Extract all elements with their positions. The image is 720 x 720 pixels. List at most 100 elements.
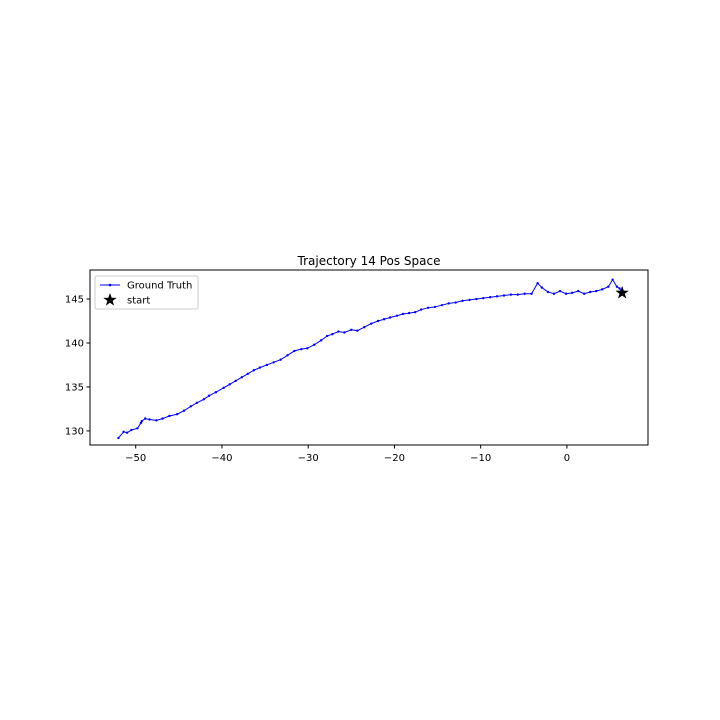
ground-truth-point bbox=[461, 299, 464, 302]
ground-truth-point bbox=[426, 306, 430, 310]
ground-truth-point bbox=[601, 288, 604, 291]
x-axis: −50 −40 −30 −20 −10 0 bbox=[125, 445, 570, 464]
ground-truth-point bbox=[122, 430, 125, 434]
ground-truth-point bbox=[607, 285, 610, 288]
y-tick-label: 140 bbox=[65, 338, 84, 349]
ground-truth-point bbox=[228, 383, 231, 386]
ground-truth-point bbox=[286, 354, 289, 357]
ground-truth-point bbox=[331, 333, 334, 336]
ground-truth-point bbox=[214, 391, 218, 394]
ground-truth-point bbox=[530, 292, 533, 295]
ground-truth-point bbox=[350, 328, 353, 331]
plot-area bbox=[117, 278, 629, 440]
y-tick-label: 130 bbox=[65, 426, 84, 437]
ground-truth-point bbox=[189, 405, 193, 408]
ground-truth-point bbox=[433, 305, 437, 309]
ground-truth-point bbox=[488, 296, 492, 299]
ground-truth-point bbox=[582, 292, 586, 295]
ground-truth-point bbox=[265, 363, 268, 367]
ground-truth-point bbox=[401, 312, 405, 316]
legend-start-marker bbox=[103, 293, 117, 306]
ground-truth-point bbox=[182, 409, 186, 412]
ground-truth-point bbox=[589, 290, 592, 294]
legend-ground-truth-label: Ground Truth bbox=[127, 281, 192, 292]
ground-truth-point bbox=[337, 330, 340, 333]
legend: Ground Truth start bbox=[94, 275, 199, 310]
ground-truth-point bbox=[325, 334, 329, 338]
ground-truth-point bbox=[395, 314, 399, 317]
x-tick-label: −40 bbox=[211, 453, 232, 464]
ground-truth-point bbox=[413, 311, 417, 314]
ground-truth-point bbox=[313, 343, 316, 346]
ground-truth-point bbox=[540, 286, 544, 289]
ground-truth-point bbox=[148, 418, 151, 421]
ground-truth-point bbox=[482, 296, 485, 300]
legend-start-label: start bbox=[127, 296, 150, 307]
ground-truth-point bbox=[258, 366, 262, 369]
ground-truth-point bbox=[319, 339, 323, 342]
ground-truth-point bbox=[234, 379, 237, 382]
ground-truth-point bbox=[155, 419, 158, 422]
y-tick-label: 145 bbox=[65, 295, 84, 306]
ground-truth-point bbox=[222, 386, 225, 390]
ground-truth-point bbox=[611, 278, 614, 281]
axes-frame bbox=[89, 269, 649, 446]
ground-truth-point bbox=[246, 372, 250, 375]
ground-truth-point bbox=[240, 376, 243, 379]
ground-truth-point bbox=[300, 347, 303, 351]
ground-truth-point bbox=[388, 316, 392, 319]
ground-truth-point bbox=[576, 289, 580, 293]
ground-truth-point bbox=[536, 281, 539, 285]
ground-truth-point bbox=[382, 318, 386, 321]
ground-truth-point bbox=[117, 436, 120, 440]
ground-truth-point bbox=[502, 294, 506, 297]
ground-truth-point bbox=[558, 289, 562, 293]
ground-truth-point bbox=[454, 301, 457, 304]
ground-truth-point bbox=[168, 414, 171, 418]
ground-truth-point bbox=[523, 292, 526, 295]
x-tick-label: −50 bbox=[125, 453, 146, 464]
ground-truth-point bbox=[447, 302, 450, 305]
ground-truth-point bbox=[570, 291, 574, 295]
ground-truth-point bbox=[595, 289, 598, 293]
ground-truth-point bbox=[552, 292, 556, 295]
ground-truth-point bbox=[144, 417, 147, 420]
legend-ground-truth-marker bbox=[108, 283, 112, 287]
x-tick-label: −30 bbox=[298, 453, 319, 464]
ground-truth-point bbox=[136, 427, 139, 430]
ground-truth-point bbox=[615, 285, 619, 288]
x-tick-label: −10 bbox=[470, 453, 491, 464]
y-tick-label: 135 bbox=[65, 382, 84, 393]
chart-title: Trajectory 14 Pos Space bbox=[297, 254, 441, 268]
ground-truth-point bbox=[564, 292, 568, 295]
ground-truth-point bbox=[468, 298, 471, 302]
ground-truth-point bbox=[546, 290, 550, 294]
ground-truth-point bbox=[252, 369, 256, 372]
ground-truth-point bbox=[207, 394, 211, 397]
start-marker bbox=[615, 285, 629, 299]
ground-truth-point bbox=[125, 431, 129, 434]
x-tick-label: 0 bbox=[564, 453, 570, 464]
ground-truth-point bbox=[369, 322, 373, 325]
ground-truth-point bbox=[161, 417, 164, 420]
ground-truth-point bbox=[376, 319, 380, 323]
ground-truth-point bbox=[407, 311, 411, 315]
ground-truth-point bbox=[618, 287, 621, 290]
legend-box bbox=[94, 275, 199, 310]
ground-truth-point bbox=[306, 347, 309, 350]
ground-truth-point bbox=[140, 420, 143, 423]
ground-truth-point bbox=[343, 331, 346, 334]
x-tick-label: −20 bbox=[384, 453, 405, 464]
ground-truth-point bbox=[495, 295, 499, 298]
ground-truth-point bbox=[509, 293, 513, 296]
ground-truth-point bbox=[272, 361, 275, 364]
ground-truth-point bbox=[356, 329, 359, 332]
ground-truth-point bbox=[516, 293, 519, 296]
ground-truth-point bbox=[175, 413, 179, 416]
ground-truth-point bbox=[475, 297, 478, 301]
ground-truth-point bbox=[130, 428, 133, 432]
ground-truth-point bbox=[440, 303, 444, 307]
y-axis: 130 135 140 145 bbox=[65, 295, 90, 437]
